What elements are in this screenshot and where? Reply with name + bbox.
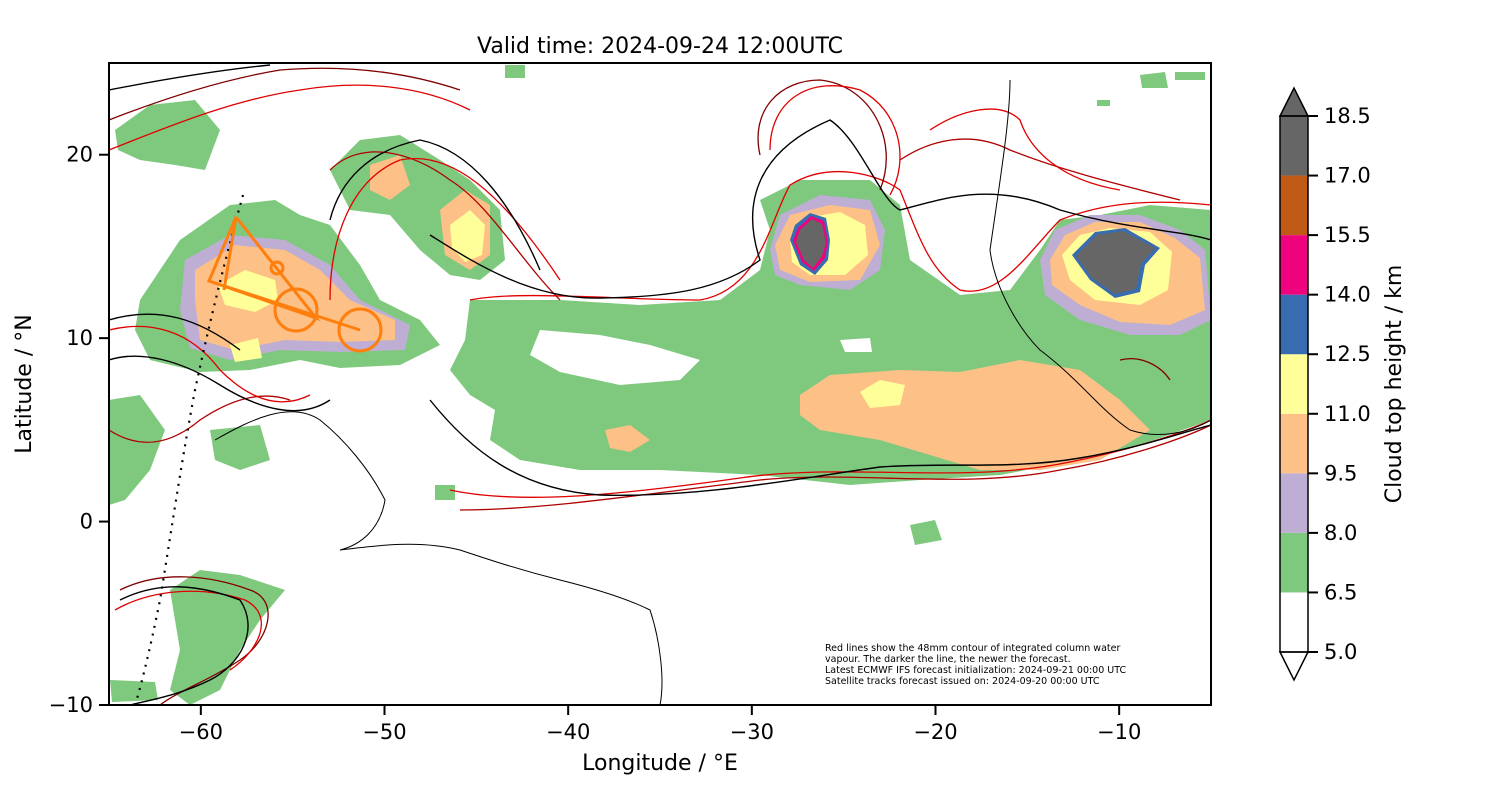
cloud-region-left2 [210,425,270,470]
colorbar-tick-label: 9.5 [1324,461,1357,485]
x-tick-label: −20 [913,720,957,744]
sw-outline [119,586,249,705]
iwv-contour-16 [1119,358,1171,381]
colorbar-extend-min [1278,651,1310,682]
x-tick-label: −40 [546,720,590,744]
cloud-region-sw [170,570,285,705]
itcz-outline-south [429,399,1211,496]
y-axis: 20 10 0 −10 [49,143,109,717]
colorbar: 5.0 6.5 8.0 9.5 11.0 12.5 14.0 15.5 17.0 18.5 [1278,86,1371,682]
colorbar-tick-label: 17.0 [1324,164,1371,188]
cloud-region-south-95b [605,425,650,452]
cloud-patch-4 [1097,100,1110,106]
cloud-region-sw2 [110,680,158,702]
y-tick-label: 0 [80,510,93,534]
map-panel: Red lines show the 48mm contour of integ… [109,63,1211,705]
plot-title: Valid time: 2024-09-24 12:00UTC [477,34,843,59]
colorbar-tick-label: 12.5 [1324,342,1371,366]
colorbar-tick-label: 14.0 [1324,283,1371,307]
iwv-contour-15 [929,108,1121,191]
africa-coast [989,79,1211,436]
colorbar-segment [1280,354,1308,414]
cloud-patch-2 [1140,72,1168,88]
flight-track [206,216,383,353]
plot-frame [108,62,1212,706]
itcz-outline-north [429,119,1211,299]
cloud-region-east-17 [1076,231,1155,294]
iwv-contour-6 [329,151,561,301]
nw-outline [109,64,271,91]
cloud-region-left [109,395,165,505]
cloud-gap-1 [530,330,700,385]
flight-circle-large-2 [337,307,383,353]
iwv-contour-2 [459,424,1211,511]
colorbar-tick-label: 11.0 [1324,402,1371,426]
iwv-contour-11 [109,325,311,403]
annotation-line-3: Latest ECMWF IFS forecast initialization… [825,665,1126,676]
colorbar-segment [1280,175,1308,236]
annotation-line-1: Red lines show the 48mm contour of integ… [825,643,1120,654]
iwv-contour-13 [114,590,262,671]
iwv-contour-5 [769,85,901,196]
y-axis-label: Latitude / °N [12,314,37,453]
western-outline-2 [109,313,241,351]
western-outline [109,355,331,412]
colorbar-frame [1279,115,1309,653]
colorbar-tick-label: 6.5 [1324,580,1357,604]
flight-circle-small [269,260,285,276]
cloud-region-west-11b [230,338,262,362]
coastlines [109,64,1211,705]
y-tick-label: 10 [66,326,93,350]
colorbar-segment [1280,116,1308,176]
x-tick-label: −30 [730,720,774,744]
iwv-contour-9 [109,84,471,151]
colorbar-extend-max [1278,86,1310,117]
y-tick-label: −10 [49,693,93,717]
colorbar-label: Cloud top height / km [1382,265,1407,504]
colorbar-segment [1280,473,1308,533]
flight-track-legs [206,216,361,332]
colorbar-segment [1280,413,1308,474]
x-tick-label: −10 [1097,720,1141,744]
iwv-contour-10 [109,395,291,443]
cloud-patch-3 [1175,72,1205,80]
cloud-region-nw2-95 [370,155,410,200]
cloud-region-south-11 [860,380,905,408]
cloud-region-itcz-17 [796,219,826,268]
iwv-contour-4 [757,79,887,191]
colorbar-segment [1280,235,1308,295]
iwv-contour-12 [119,576,269,705]
annotation-line-2: vapour. The darker the line, the newer t… [825,654,1071,665]
colorbar-segment [1280,592,1308,652]
flight-circle-large-1 [273,287,319,333]
cloud-region-nw3-11 [450,210,485,262]
colorbar-tick-label: 5.0 [1324,640,1357,664]
cloud-patch-5 [435,485,455,500]
iwv-contour-8 [109,67,461,121]
iwv-contour-1 [469,171,1211,301]
colorbar-tick-label: 8.0 [1324,521,1357,545]
cloud-region-west-11 [218,270,278,312]
forecast-annotation: Red lines show the 48mm contour of integ… [825,643,1126,687]
colorbar-segment [1280,294,1308,355]
cloud-patch-6 [505,65,525,78]
colorbar-segment [1280,532,1308,593]
south-america-coast [214,411,663,705]
iwv-contour-14 [899,138,1181,201]
north-outline [329,139,541,271]
cloud-patch-1 [910,520,942,545]
cloud-gap-2 [840,338,872,352]
annotation-line-4: Satellite tracks forecast issued on: 202… [825,676,1100,687]
x-axis: −60 −50 −40 −30 −20 −10 [179,705,1141,744]
x-axis-label: Longitude / °E [582,751,738,776]
iwv-contour-7 [329,158,561,301]
x-tick-label: −50 [362,720,406,744]
colorbar-tick-label: 15.5 [1324,223,1371,247]
colorbar-tick-label: 18.5 [1324,104,1371,128]
x-tick-label: −60 [179,720,223,744]
y-tick-label: 20 [66,143,93,167]
